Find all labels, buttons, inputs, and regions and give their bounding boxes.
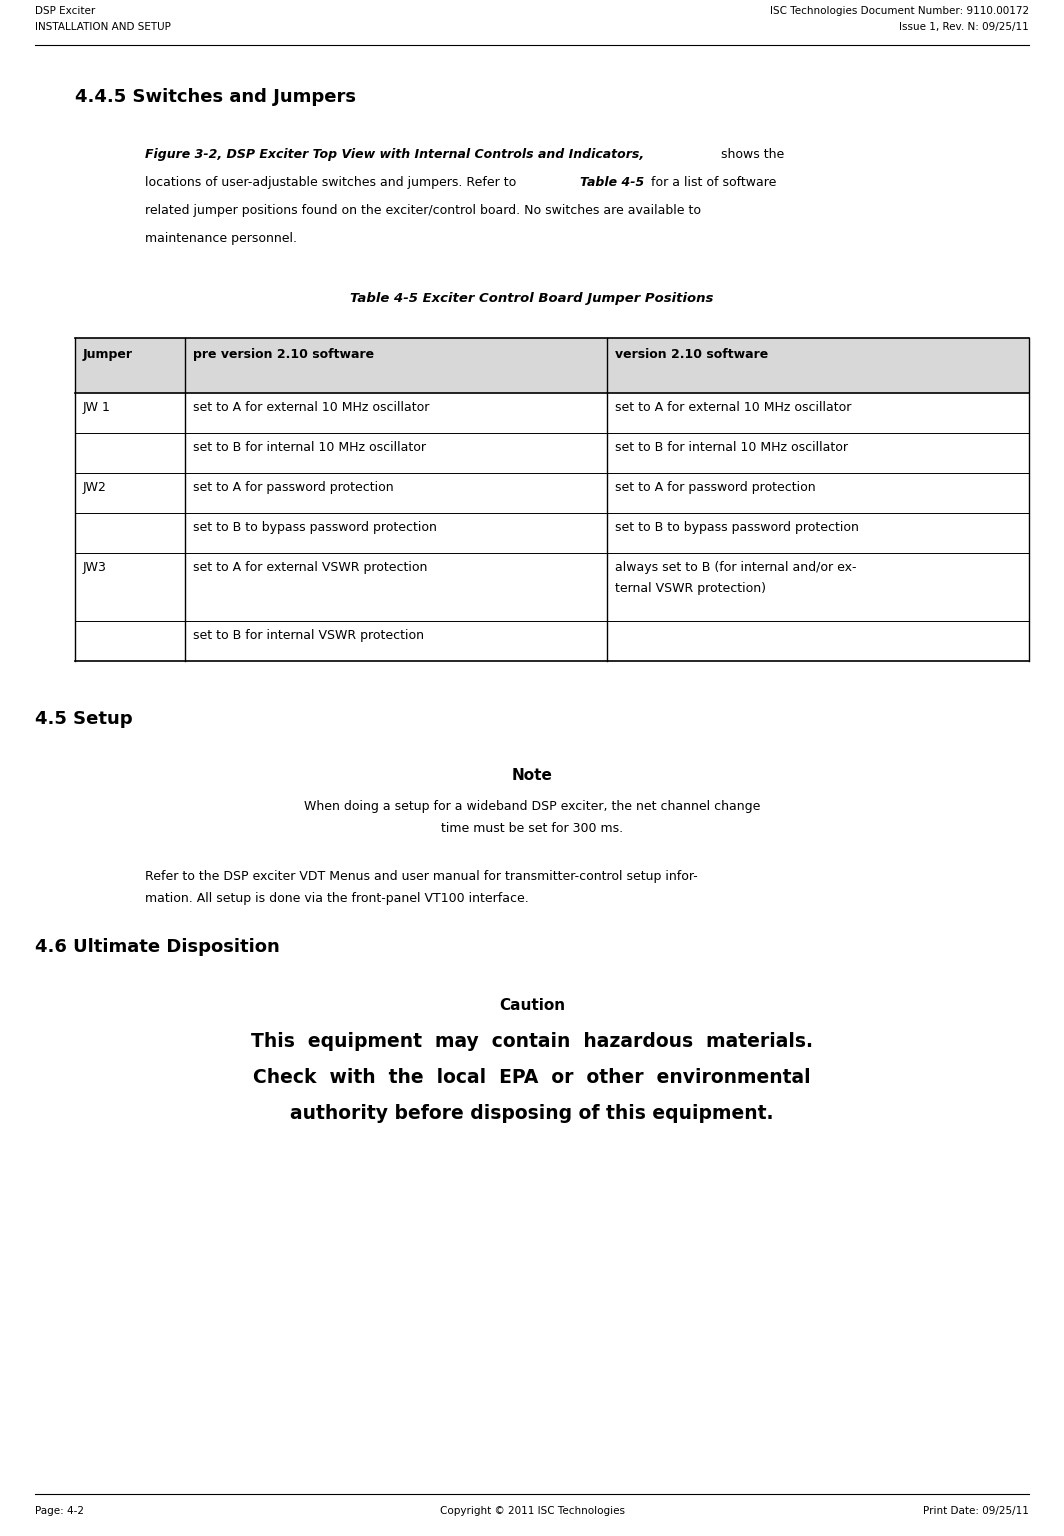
Text: set to A for password protection: set to A for password protection	[193, 481, 394, 495]
Text: Caution: Caution	[499, 998, 565, 1014]
Text: maintenance personnel.: maintenance personnel.	[145, 232, 297, 246]
Text: Print Date: 09/25/11: Print Date: 09/25/11	[924, 1505, 1029, 1516]
Text: authority before disposing of this equipment.: authority before disposing of this equip…	[290, 1104, 774, 1123]
Text: always set to B (for internal and/or ex-: always set to B (for internal and/or ex-	[615, 561, 857, 574]
Text: Page: 4-2: Page: 4-2	[35, 1505, 84, 1516]
Text: INSTALLATION AND SETUP: INSTALLATION AND SETUP	[35, 22, 171, 32]
Text: Table 4-5 Exciter Control Board Jumper Positions: Table 4-5 Exciter Control Board Jumper P…	[350, 292, 714, 306]
Text: for a list of software: for a list of software	[647, 177, 777, 189]
Text: Check  with  the  local  EPA  or  other  environmental: Check with the local EPA or other enviro…	[253, 1068, 811, 1087]
Text: JW 1: JW 1	[83, 401, 111, 415]
Text: set to A for external VSWR protection: set to A for external VSWR protection	[193, 561, 427, 574]
Text: 4.6 Ultimate Disposition: 4.6 Ultimate Disposition	[35, 938, 280, 955]
Text: locations of user-adjustable switches and jumpers. Refer to: locations of user-adjustable switches an…	[145, 177, 520, 189]
Text: set to A for external 10 MHz oscillator: set to A for external 10 MHz oscillator	[615, 401, 851, 415]
Text: 4.4.5 Switches and Jumpers: 4.4.5 Switches and Jumpers	[74, 88, 356, 106]
Text: ternal VSWR protection): ternal VSWR protection)	[615, 582, 766, 594]
Text: Jumper: Jumper	[83, 349, 133, 361]
Text: shows the: shows the	[717, 147, 784, 161]
Text: related jumper positions found on the exciter/control board. No switches are ava: related jumper positions found on the ex…	[145, 204, 701, 217]
Text: Issue 1, Rev. N: 09/25/11: Issue 1, Rev. N: 09/25/11	[899, 22, 1029, 32]
Text: set to B for internal VSWR protection: set to B for internal VSWR protection	[193, 630, 423, 642]
Text: 4.5 Setup: 4.5 Setup	[35, 710, 133, 728]
Text: Figure 3-2, DSP Exciter Top View with Internal Controls and Indicators,: Figure 3-2, DSP Exciter Top View with In…	[145, 147, 644, 161]
Text: ISC Technologies Document Number: 9110.00172: ISC Technologies Document Number: 9110.0…	[770, 6, 1029, 15]
Text: set to A for external 10 MHz oscillator: set to A for external 10 MHz oscillator	[193, 401, 429, 415]
Text: set to B for internal 10 MHz oscillator: set to B for internal 10 MHz oscillator	[615, 441, 848, 455]
Text: set to A for password protection: set to A for password protection	[615, 481, 816, 495]
Text: set to B to bypass password protection: set to B to bypass password protection	[193, 521, 436, 535]
Text: pre version 2.10 software: pre version 2.10 software	[193, 349, 373, 361]
Text: This  equipment  may  contain  hazardous  materials.: This equipment may contain hazardous mat…	[251, 1032, 813, 1051]
Text: Note: Note	[512, 768, 552, 783]
Bar	[74, 338, 1029, 393]
Text: set to B for internal 10 MHz oscillator: set to B for internal 10 MHz oscillator	[193, 441, 426, 455]
Text: time must be set for 300 ms.: time must be set for 300 ms.	[440, 822, 624, 836]
Text: Refer to the DSP exciter VDT Menus and user manual for transmitter-control setup: Refer to the DSP exciter VDT Menus and u…	[145, 869, 698, 883]
Text: When doing a setup for a wideband DSP exciter, the net channel change: When doing a setup for a wideband DSP ex…	[304, 800, 760, 813]
Text: mation. All setup is done via the front-panel VT100 interface.: mation. All setup is done via the front-…	[145, 892, 529, 905]
Text: DSP Exciter: DSP Exciter	[35, 6, 96, 15]
Text: set to B to bypass password protection: set to B to bypass password protection	[615, 521, 860, 535]
Text: version 2.10 software: version 2.10 software	[615, 349, 768, 361]
Text: Table 4-5: Table 4-5	[580, 177, 644, 189]
Text: Copyright © 2011 ISC Technologies: Copyright © 2011 ISC Technologies	[439, 1505, 625, 1516]
Text: JW3: JW3	[83, 561, 106, 574]
Text: JW2: JW2	[83, 481, 106, 495]
